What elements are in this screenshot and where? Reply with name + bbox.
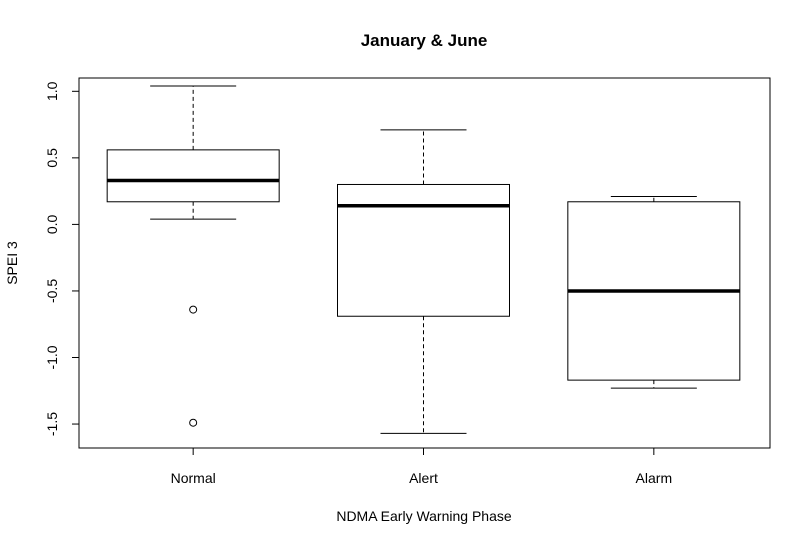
- x-tick-label: Alert: [409, 470, 438, 486]
- outlier-point: [189, 305, 198, 314]
- boxes-layer: [106, 85, 741, 434]
- y-tick-label: 0.5: [44, 148, 60, 168]
- x-tick-label: Normal: [171, 470, 216, 486]
- y-tick-label: 0.0: [44, 214, 60, 234]
- x-axis: Normal Alert Alarm: [171, 447, 673, 486]
- x-axis-label: NDMA Early Warning Phase: [336, 508, 512, 524]
- y-tick-label: -0.5: [44, 279, 60, 303]
- box-alert: [337, 129, 510, 434]
- y-axis-label: SPEI 3: [4, 241, 20, 285]
- y-tick-label: -1.5: [44, 412, 60, 436]
- iqr-box: [106, 149, 280, 203]
- y-axis: -1.5 -1.0 -0.5 0.0 0.5 1.0: [44, 81, 80, 436]
- y-tick-label: 1.0: [44, 81, 60, 101]
- y-tick-label: -1.0: [44, 345, 60, 369]
- chart-title: January & June: [361, 31, 488, 50]
- x-tick-label: Alarm: [636, 470, 673, 486]
- box-normal: [106, 85, 280, 427]
- outlier-point: [189, 418, 198, 427]
- box-alarm: [567, 195, 741, 389]
